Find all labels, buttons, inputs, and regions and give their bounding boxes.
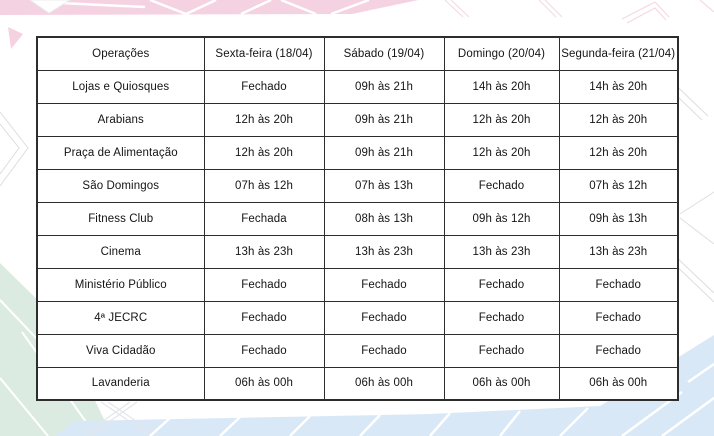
hours-cell: 08h às 13h — [323, 201, 445, 236]
hours-cell: 09h às 21h — [323, 69, 445, 104]
hours-cell: 07h às 13h — [323, 168, 445, 203]
hours-cell: Fechado — [323, 267, 445, 302]
hours-cell: 09h às 21h — [323, 135, 445, 170]
blue-facet-lines — [149, 362, 714, 436]
blue-ribbon-bottom — [55, 335, 714, 436]
pink-small-triangle-left — [8, 27, 23, 49]
hours-cell: Fechado — [443, 168, 560, 203]
hours-cell: 13h às 23h — [203, 234, 325, 269]
hours-cell: Fechada — [203, 201, 325, 236]
hours-cell: Fechado — [203, 300, 325, 335]
operation-name-cell: Lojas e Quiosques — [36, 69, 205, 104]
hours-cell: Fechado — [203, 333, 325, 368]
table-row: 4ª JECRC Fechado Fechado Fechado Fechado — [36, 300, 679, 335]
gray-x-wireframe-bottom — [81, 401, 159, 436]
hours-cell: Fechado — [443, 267, 560, 302]
hours-cell: Fechado — [203, 69, 325, 104]
hours-cell: 12h às 20h — [558, 102, 679, 137]
white-notch-triangle — [29, 0, 71, 14]
table-row: São Domingos 07h às 12h 07h às 13h Fechado 0… — [36, 168, 679, 203]
hours-cell: Fechado — [323, 300, 445, 335]
table-row: Cinema 13h às 23h 13h às 23h 13h às 23h 13h … — [36, 234, 679, 269]
table-row: Lojas e Quiosques Fechado 09h às 21h 14h às… — [36, 69, 679, 104]
operation-name-cell: 4ª JECRC — [36, 300, 205, 335]
hours-cell: 12h às 20h — [443, 102, 560, 137]
hours-cell: Fechado — [558, 333, 679, 368]
hours-cell: Fechado — [443, 333, 560, 368]
hours-cell: 07h às 12h — [558, 168, 679, 203]
table-row: Lavanderia 06h às 00h 06h às 00h 06h às 00h… — [36, 366, 679, 401]
hours-cell: Fechado — [558, 267, 679, 302]
column-header: Domingo (20/04) — [443, 36, 560, 71]
hours-cell: 12h às 20h — [558, 135, 679, 170]
hours-cell: 14h às 20h — [443, 69, 560, 104]
hours-cell: Fechado — [323, 333, 445, 368]
hours-cell: 13h às 23h — [323, 234, 445, 269]
column-header: Operações — [36, 36, 205, 71]
hours-cell: 12h às 20h — [443, 135, 560, 170]
operation-name-cell: Fitness Club — [36, 201, 205, 236]
column-header: Segunda-feira (21/04) — [558, 36, 679, 71]
hours-cell: 14h às 20h — [558, 69, 679, 104]
table-row: Arabians 12h às 20h 09h às 21h 12h às 20h 12… — [36, 102, 679, 137]
hours-cell: Fechado — [203, 267, 325, 302]
operation-name-cell: Lavanderia — [36, 366, 205, 401]
hours-cell: 07h às 12h — [203, 168, 325, 203]
pink-wireframes-topright — [444, 0, 714, 24]
pink-ribbon-top2 — [300, 0, 418, 14]
hours-cell: 09h às 13h — [558, 201, 679, 236]
hours-cell: Fechado — [443, 300, 560, 335]
operation-name-cell: São Domingos — [36, 168, 205, 203]
hours-cell: 13h às 23h — [558, 234, 679, 269]
operation-name-cell: Cinema — [36, 234, 205, 269]
table-row: Praça de Alimentação 12h às 20h 09h às 21h… — [36, 135, 679, 170]
table-row: Viva Cidadão Fechado Fechado Fechado Fechado — [36, 333, 679, 368]
operation-name-cell: Ministério Público — [36, 267, 205, 302]
gray-wireframes — [0, 73, 714, 303]
operation-name-cell: Arabians — [36, 102, 205, 137]
hours-cell: 13h às 23h — [443, 234, 560, 269]
column-header: Sexta-feira (18/04) — [203, 36, 325, 71]
operation-name-cell: Viva Cidadão — [36, 333, 205, 368]
operating-hours-table: Operações Sexta-feira (18/04) Sábado (19/0… — [36, 36, 679, 401]
table-header-row: Operações Sexta-feira (18/04) Sábado (19/0… — [36, 36, 679, 71]
hours-cell: 06h às 00h — [203, 366, 325, 401]
operation-name-cell: Praça de Alimentação — [36, 135, 205, 170]
column-header: Sábado (19/04) — [323, 36, 445, 71]
hours-cell: 09h às 12h — [443, 201, 560, 236]
hours-cell: 12h às 20h — [203, 135, 325, 170]
hours-cell: 06h às 00h — [443, 366, 560, 401]
pink-ribbon-facet-lines — [59, 0, 370, 16]
table-row: Ministério Público Fechado Fechado Fechado F… — [36, 267, 679, 302]
hours-cell: 06h às 00h — [323, 366, 445, 401]
hours-cell: Fechado — [558, 300, 679, 335]
hours-cell: 09h às 21h — [323, 102, 445, 137]
table-row: Fitness Club Fechada 08h às 13h 09h às 12h 0… — [36, 201, 679, 236]
hours-cell: 12h às 20h — [203, 102, 325, 137]
hours-cell: 06h às 00h — [558, 366, 679, 401]
